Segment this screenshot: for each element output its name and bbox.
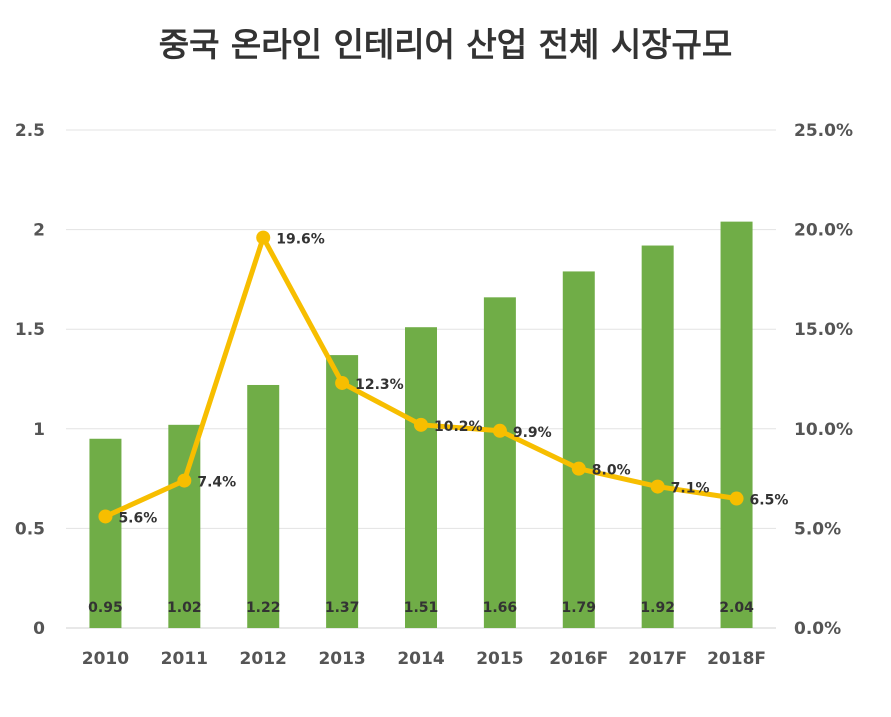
line-data-label: 9.9% [513,425,552,441]
line-point [335,375,350,390]
bar [89,438,122,628]
bar [168,424,201,628]
line-point [492,423,507,438]
line-data-label: 5.6% [118,510,157,526]
line-point [177,473,192,488]
right-tick-label: 10.0% [794,420,853,440]
line-point [414,417,428,432]
x-tick-label: 2011 [161,649,208,669]
bar [247,384,280,628]
left-tick-label: 0.5 [15,519,45,539]
bar-data-label: 1.66 [483,600,518,616]
right-tick-label: 25.0% [794,121,853,141]
left-tick-label: 2 [33,221,45,241]
bar-data-label: 2.04 [719,600,754,616]
line-point [256,230,271,245]
x-tick-label: 2012 [240,649,287,669]
x-tick-label: 2013 [318,649,365,669]
line-point [571,461,586,476]
line-point [650,479,665,494]
x-tick-label: 2010 [82,649,129,669]
line-point [729,491,744,506]
left-tick-label: 2.5 [15,121,45,141]
bar-data-label: 1.37 [325,600,360,616]
bar [405,327,437,628]
x-tick-label: 2018F [707,649,766,669]
chart-title: 중국 온라인 인테리어 산업 전체 시장규모 [158,25,733,64]
x-tick-label: 2016F [549,649,608,669]
bar-data-label: 1.02 [167,600,202,616]
right-tick-label: 20.0% [794,221,853,241]
right-tick-label: 5.0% [794,519,841,539]
line-data-label: 8.0% [592,463,631,479]
left-tick-label: 0 [33,619,45,639]
bar [720,221,753,628]
left-tick-label: 1 [33,420,45,440]
bar-data-label: 1.92 [640,600,675,616]
bar [562,271,595,628]
bar-data-label: 1.22 [246,600,281,616]
right-tick-label: 0.0% [794,619,841,639]
line-data-label: 6.5% [750,493,789,509]
right-tick-label: 15.0% [794,320,853,340]
line-data-label: 12.3% [355,377,404,393]
bar [483,297,516,628]
line-data-label: 10.2% [434,419,483,435]
x-tick-label: 2014 [397,649,444,669]
bar [641,245,674,628]
line-data-label: 7.4% [197,475,236,491]
line-point [98,509,113,524]
bar [326,355,359,628]
x-tick-label: 2015 [476,649,523,669]
bar-data-label: 0.95 [88,600,123,616]
left-tick-label: 1.5 [15,320,45,340]
line-data-label: 19.6% [276,232,325,248]
bar-data-label: 1.51 [404,600,439,616]
x-tick-label: 2017F [628,649,687,669]
bar-data-label: 1.79 [562,600,597,616]
line-data-label: 7.1% [671,481,710,497]
